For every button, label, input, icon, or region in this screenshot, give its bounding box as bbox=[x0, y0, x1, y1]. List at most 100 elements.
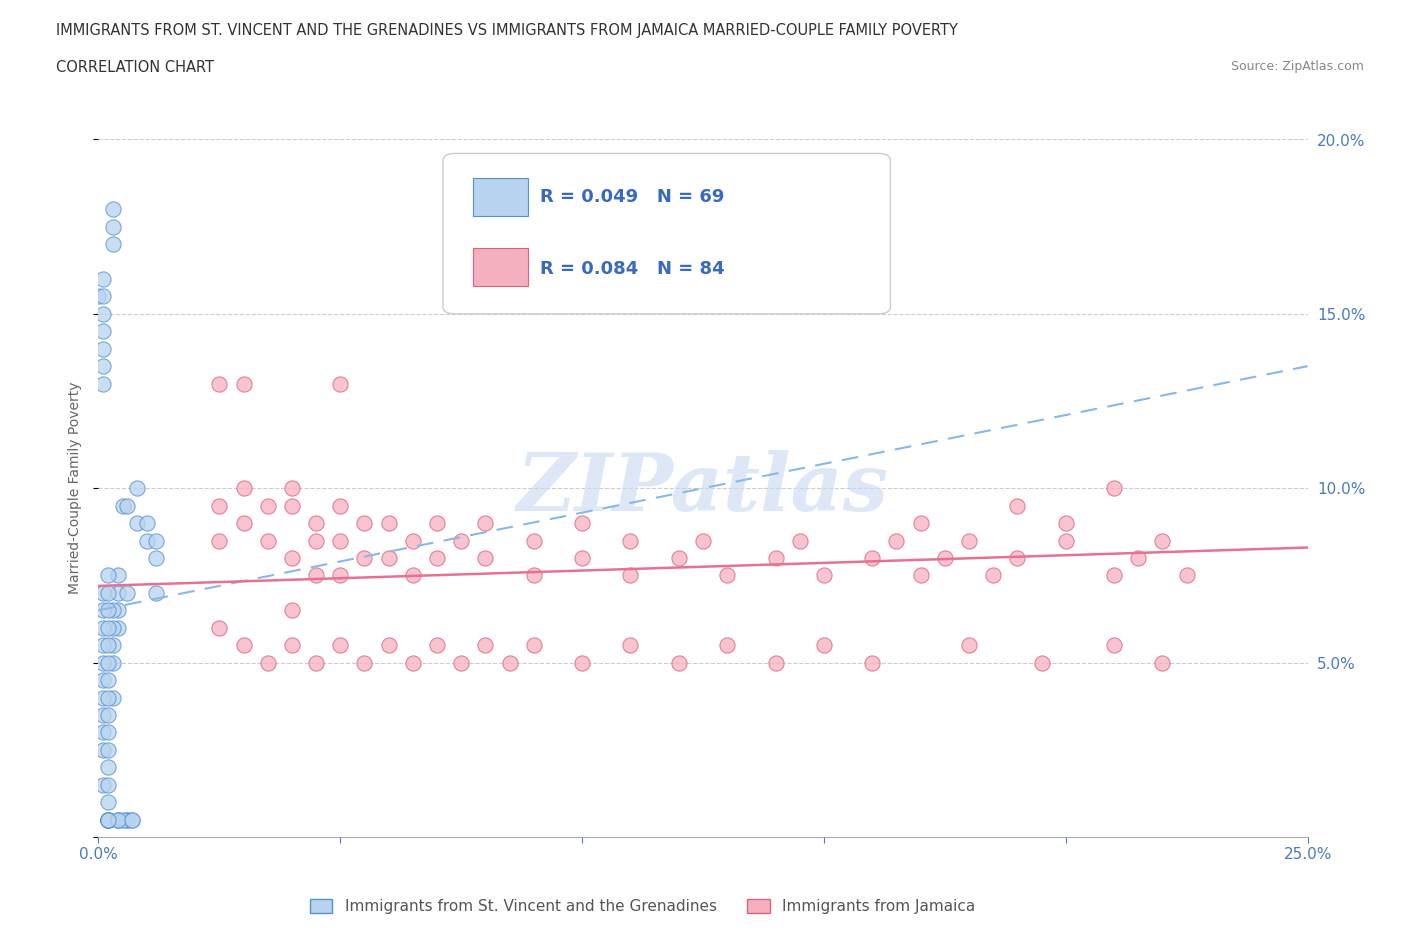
Point bbox=[377, 551, 399, 565]
Point bbox=[91, 603, 114, 618]
Point bbox=[1102, 568, 1125, 583]
Point bbox=[97, 812, 120, 827]
Text: ZIPatlas: ZIPatlas bbox=[517, 449, 889, 527]
Point bbox=[426, 551, 449, 565]
FancyBboxPatch shape bbox=[474, 178, 527, 217]
Point bbox=[127, 515, 149, 530]
Point bbox=[107, 620, 129, 635]
Point bbox=[208, 533, 231, 548]
Point bbox=[329, 533, 352, 548]
Point bbox=[111, 498, 134, 513]
Point bbox=[97, 794, 120, 809]
Point bbox=[981, 568, 1004, 583]
Point bbox=[145, 586, 167, 601]
Point bbox=[97, 812, 120, 827]
Point bbox=[208, 620, 231, 635]
Point bbox=[101, 656, 124, 671]
Point bbox=[1102, 481, 1125, 496]
Point bbox=[256, 656, 278, 671]
Point bbox=[281, 551, 304, 565]
Point bbox=[232, 481, 254, 496]
Point bbox=[107, 812, 129, 827]
Point bbox=[765, 551, 787, 565]
Point bbox=[619, 533, 641, 548]
Point bbox=[91, 377, 114, 392]
FancyBboxPatch shape bbox=[443, 153, 890, 314]
Point bbox=[101, 202, 124, 217]
Point bbox=[329, 638, 352, 653]
Point bbox=[91, 742, 114, 757]
Point bbox=[934, 551, 956, 565]
Point bbox=[97, 656, 120, 671]
Text: CORRELATION CHART: CORRELATION CHART bbox=[56, 60, 214, 75]
Point bbox=[571, 551, 593, 565]
Point bbox=[107, 568, 129, 583]
Point bbox=[692, 533, 714, 548]
Point bbox=[860, 656, 883, 671]
Point bbox=[860, 551, 883, 565]
Point bbox=[402, 656, 425, 671]
Point bbox=[377, 515, 399, 530]
Point bbox=[523, 638, 546, 653]
Point bbox=[91, 638, 114, 653]
Point bbox=[97, 742, 120, 757]
Point bbox=[571, 656, 593, 671]
Point bbox=[281, 638, 304, 653]
Point bbox=[91, 341, 114, 356]
Point bbox=[121, 812, 143, 827]
Point bbox=[256, 533, 278, 548]
Point bbox=[208, 377, 231, 392]
Point bbox=[117, 812, 139, 827]
Point bbox=[91, 672, 114, 687]
Point bbox=[145, 533, 167, 548]
Point bbox=[353, 515, 375, 530]
Point bbox=[91, 307, 114, 322]
Point bbox=[97, 638, 120, 653]
Point bbox=[450, 533, 472, 548]
Point bbox=[281, 481, 304, 496]
Point bbox=[91, 620, 114, 635]
Point bbox=[353, 656, 375, 671]
Point bbox=[523, 533, 546, 548]
Point bbox=[101, 638, 124, 653]
Point bbox=[1007, 498, 1029, 513]
Point bbox=[523, 568, 546, 583]
Point bbox=[97, 725, 120, 740]
Point bbox=[474, 551, 496, 565]
Point bbox=[117, 586, 139, 601]
Point bbox=[305, 515, 328, 530]
Point bbox=[619, 568, 641, 583]
Point bbox=[353, 551, 375, 565]
Point bbox=[668, 656, 690, 671]
Point bbox=[377, 638, 399, 653]
Point bbox=[97, 603, 120, 618]
Point bbox=[121, 812, 143, 827]
Point bbox=[101, 237, 124, 252]
Point bbox=[97, 812, 120, 827]
Point bbox=[765, 219, 787, 234]
Point bbox=[1175, 568, 1198, 583]
Point bbox=[813, 568, 835, 583]
Point bbox=[1152, 656, 1174, 671]
Point bbox=[232, 377, 254, 392]
Point bbox=[305, 656, 328, 671]
Point bbox=[281, 498, 304, 513]
Point bbox=[329, 568, 352, 583]
Point bbox=[145, 551, 167, 565]
Point bbox=[87, 289, 110, 304]
Point bbox=[402, 533, 425, 548]
Point bbox=[91, 656, 114, 671]
Point bbox=[498, 656, 520, 671]
Point bbox=[97, 812, 120, 827]
Point bbox=[1054, 515, 1077, 530]
Point bbox=[1102, 638, 1125, 653]
Point bbox=[716, 568, 738, 583]
Point bbox=[101, 620, 124, 635]
Point bbox=[1031, 656, 1053, 671]
Point bbox=[107, 586, 129, 601]
Point bbox=[91, 586, 114, 601]
Point bbox=[910, 568, 932, 583]
Point bbox=[1152, 533, 1174, 548]
Point bbox=[97, 690, 120, 705]
Point bbox=[127, 481, 149, 496]
